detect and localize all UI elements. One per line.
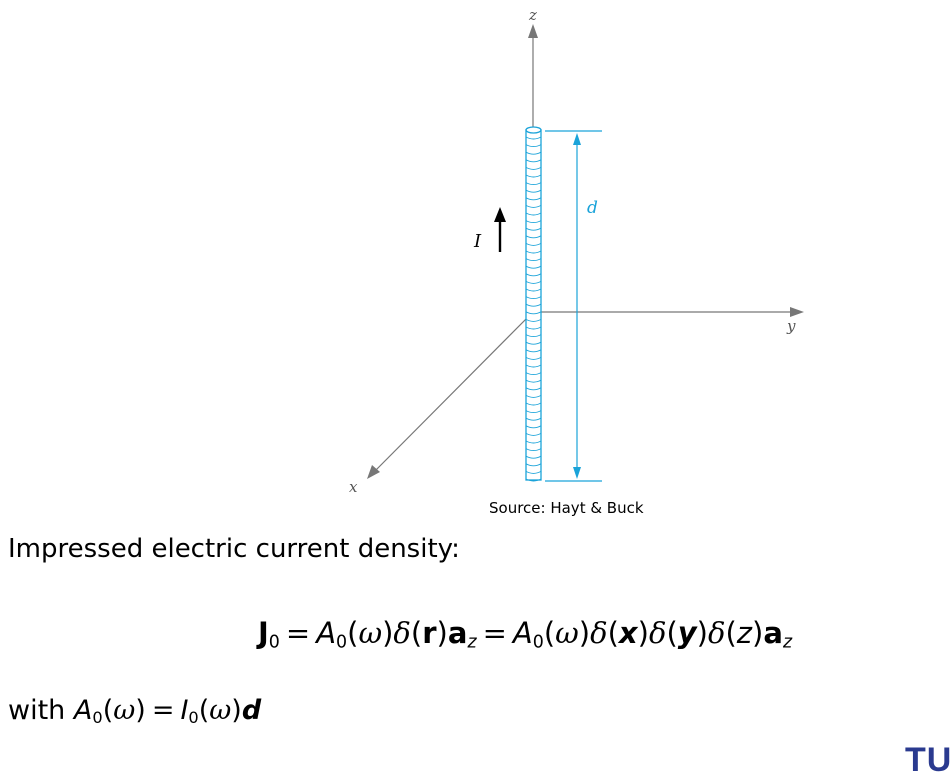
coil-ring	[525, 265, 542, 269]
coil-ring	[525, 402, 542, 406]
coil-ring	[525, 319, 542, 322]
z-axis-label: z	[528, 6, 537, 24]
coil-ring	[525, 243, 542, 246]
coil-ring	[525, 189, 542, 193]
coil-ring	[525, 364, 542, 368]
coil-ring	[525, 151, 542, 155]
coil-ring	[525, 357, 542, 360]
figure-caption: Source: Hayt & Buck	[489, 499, 644, 517]
with-word: with	[8, 695, 66, 726]
coil-ring	[525, 136, 542, 140]
university-logo: TU	[905, 741, 950, 779]
coil-ring	[525, 448, 542, 452]
coil-ring	[525, 303, 542, 307]
length-label: d	[587, 198, 598, 218]
section-heading: Impressed electric current density:	[8, 534, 460, 564]
coil-ring	[525, 440, 542, 444]
coil-ring	[525, 281, 542, 284]
coil-ring	[525, 227, 542, 231]
y-axis-arrow	[790, 307, 804, 317]
current-density-equation: J0 = A0(ω)δ(r)az = A0(ω)δ(x)δ(y)δ(z)az	[258, 616, 793, 653]
coil-ring	[525, 212, 542, 216]
z-axis-arrow	[528, 24, 538, 38]
coil-ring	[525, 433, 542, 436]
coil-ring	[525, 455, 542, 459]
coil-ring	[525, 463, 542, 467]
coil-ring	[525, 250, 542, 254]
coil-ring	[525, 341, 542, 345]
coil-ring	[525, 387, 542, 391]
coil-ring	[525, 379, 542, 383]
coil-ring	[525, 471, 542, 474]
coil-ring	[525, 167, 542, 170]
current-arrow	[494, 207, 506, 252]
dipole-antenna	[525, 126, 542, 482]
coil-ring	[525, 197, 542, 201]
coil-ring	[525, 311, 542, 315]
coil-ring	[525, 372, 542, 376]
coil-ring	[525, 273, 542, 277]
current-label: I	[473, 231, 482, 252]
coil-ring	[525, 182, 542, 186]
coil-ring	[525, 288, 542, 292]
coil-ring	[525, 326, 542, 330]
coil-ring	[525, 296, 542, 300]
coil-ring	[525, 174, 542, 178]
coil-ring	[525, 205, 542, 208]
coil-ring	[525, 395, 542, 398]
coil-ring	[525, 235, 542, 239]
coil-ring	[525, 349, 542, 353]
amplitude-definition: with A0(ω) = I0(ω)d	[8, 695, 262, 728]
dipole-figure: z y x d I	[349, 6, 804, 496]
x-axis-arrow	[367, 465, 380, 479]
y-axis-label: y	[786, 317, 796, 335]
x-axis	[373, 311, 534, 473]
coil-ring	[525, 410, 542, 414]
coil-ring	[525, 220, 542, 224]
length-dimension	[545, 130, 602, 482]
coil-ring	[525, 334, 542, 338]
coil-ring	[525, 159, 542, 163]
x-axis-label: x	[349, 478, 358, 496]
coil-ring	[525, 425, 542, 429]
coil-ring	[525, 417, 542, 421]
coil-ring	[525, 478, 542, 482]
coil-ring	[525, 144, 542, 148]
coil-ring	[525, 258, 542, 262]
